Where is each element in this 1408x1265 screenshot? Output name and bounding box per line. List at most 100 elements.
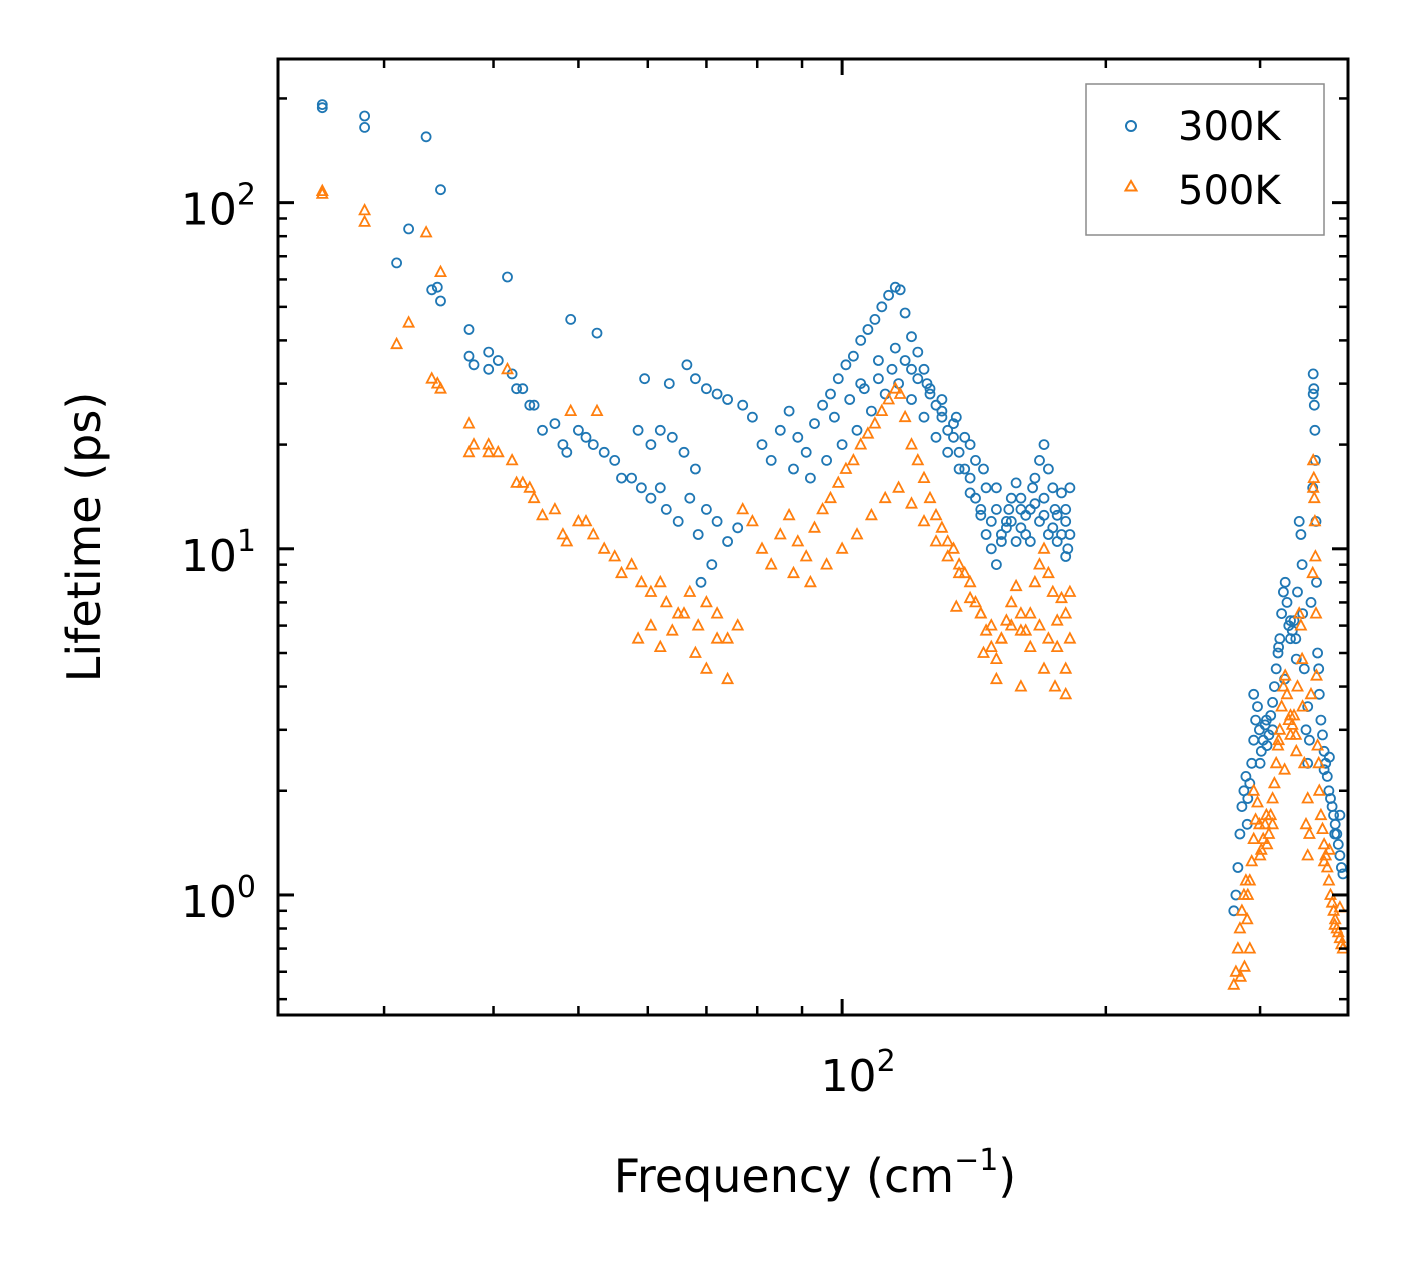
point-500k-184 — [1304, 686, 1318, 700]
point-500k-130 — [1033, 618, 1046, 631]
point-300k-243 — [1332, 839, 1344, 850]
point-500k-27 — [556, 527, 570, 540]
point-300k-83 — [899, 307, 911, 319]
y-axis-label: Lifetime (ps) — [57, 392, 111, 683]
point-500k-53 — [699, 661, 713, 674]
point-300k-153 — [1027, 482, 1038, 494]
point-300k-169 — [980, 482, 992, 494]
point-300k-8 — [426, 284, 438, 296]
point-300k-164 — [924, 388, 936, 400]
legend-label-500k: 500K — [1178, 168, 1282, 214]
point-500k-168 — [1276, 679, 1290, 692]
point-300k-1 — [316, 102, 328, 114]
point-500k-120 — [929, 534, 943, 547]
point-500k-0 — [315, 183, 329, 197]
point-300k-36 — [636, 482, 647, 494]
point-300k-96 — [975, 509, 987, 521]
point-300k-71 — [817, 399, 828, 411]
point-500k-46 — [731, 618, 745, 631]
point-500k-5 — [434, 264, 447, 278]
point-500k-56 — [736, 501, 750, 515]
legend-marker-300k — [1125, 120, 1137, 132]
point-500k-49 — [653, 639, 667, 652]
point-500k-124 — [974, 606, 988, 619]
point-500k-85 — [947, 541, 960, 554]
point-500k-93 — [989, 651, 1003, 664]
legend-box — [1085, 83, 1325, 236]
point-500k-176 — [1291, 679, 1304, 692]
point-300k-232 — [1315, 714, 1327, 726]
point-500k-153 — [1249, 812, 1263, 825]
point-500k-7 — [390, 336, 404, 350]
point-500k-186 — [1306, 452, 1320, 466]
point-500k-182 — [1301, 848, 1315, 861]
point-500k-11 — [501, 361, 514, 375]
point-500k-61 — [782, 507, 796, 521]
point-300k-38 — [654, 482, 666, 494]
point-500k-137 — [1037, 661, 1051, 674]
point-300k-150 — [991, 482, 1002, 494]
point-300k-57 — [666, 431, 678, 443]
point-500k-215 — [1306, 480, 1320, 493]
point-500k-17 — [482, 444, 496, 458]
point-500k-159 — [1260, 836, 1274, 850]
point-300k-132 — [996, 529, 1007, 540]
point-500k-197 — [1317, 836, 1331, 850]
point-300k-131 — [985, 516, 997, 527]
point-300k-3 — [359, 122, 371, 133]
point-300k-43 — [701, 503, 712, 515]
point-500k-142 — [1227, 977, 1241, 990]
point-500k-66 — [824, 490, 837, 504]
point-300k-10 — [435, 295, 446, 307]
point-300k-143 — [889, 342, 901, 354]
point-500k-64 — [808, 520, 821, 533]
point-300k-223 — [1307, 368, 1319, 380]
point-300k-117 — [805, 472, 816, 484]
point-300k-182 — [1234, 828, 1246, 840]
point-300k-152 — [1015, 492, 1027, 504]
point-500k-193 — [1311, 738, 1325, 751]
point-500k-128 — [1014, 623, 1028, 636]
point-300k-101 — [1001, 516, 1012, 527]
point-500k-16 — [467, 437, 481, 450]
point-300k-217 — [1298, 663, 1310, 675]
point-500k-69 — [846, 452, 860, 466]
point-300k-147 — [950, 411, 962, 423]
point-300k-156 — [1060, 516, 1072, 527]
point-500k-6 — [402, 315, 416, 328]
point-500k-13 — [590, 403, 604, 417]
point-500k-106 — [1050, 613, 1064, 626]
point-500k-152 — [1247, 831, 1261, 844]
point-300k-142 — [873, 355, 884, 366]
point-300k-214 — [1293, 516, 1305, 527]
point-500k-82 — [929, 507, 943, 521]
point-300k-206 — [1279, 576, 1291, 588]
point-300k-103 — [1010, 477, 1022, 489]
point-500k-97 — [1009, 578, 1023, 592]
point-300k-91 — [948, 431, 959, 443]
point-500k-163 — [1267, 775, 1281, 789]
point-300k-207 — [1281, 597, 1293, 608]
point-300k-5 — [435, 184, 446, 196]
point-300k-56 — [654, 424, 666, 436]
point-300k-17 — [483, 363, 495, 375]
point-300k-53 — [722, 394, 733, 405]
point-300k-22 — [517, 383, 529, 395]
point-500k-80 — [917, 470, 931, 484]
point-500k-196 — [1316, 821, 1329, 834]
point-300k-202 — [1272, 647, 1284, 659]
point-500k-113 — [835, 541, 849, 554]
point-300k-124 — [906, 394, 917, 405]
point-300k-191 — [1252, 701, 1263, 712]
point-300k-163 — [912, 373, 924, 385]
point-500k-28 — [560, 534, 574, 547]
point-300k-98 — [985, 543, 997, 555]
point-300k-47 — [639, 373, 650, 385]
point-300k-221 — [1305, 597, 1317, 608]
point-300k-120 — [851, 424, 863, 436]
point-500k-181 — [1299, 816, 1313, 830]
point-500k-77 — [898, 409, 912, 423]
x-axis-label: Frequency (cm−1) — [614, 1143, 1017, 1203]
point-300k-4 — [420, 131, 432, 143]
point-500k-134 — [1063, 631, 1077, 644]
